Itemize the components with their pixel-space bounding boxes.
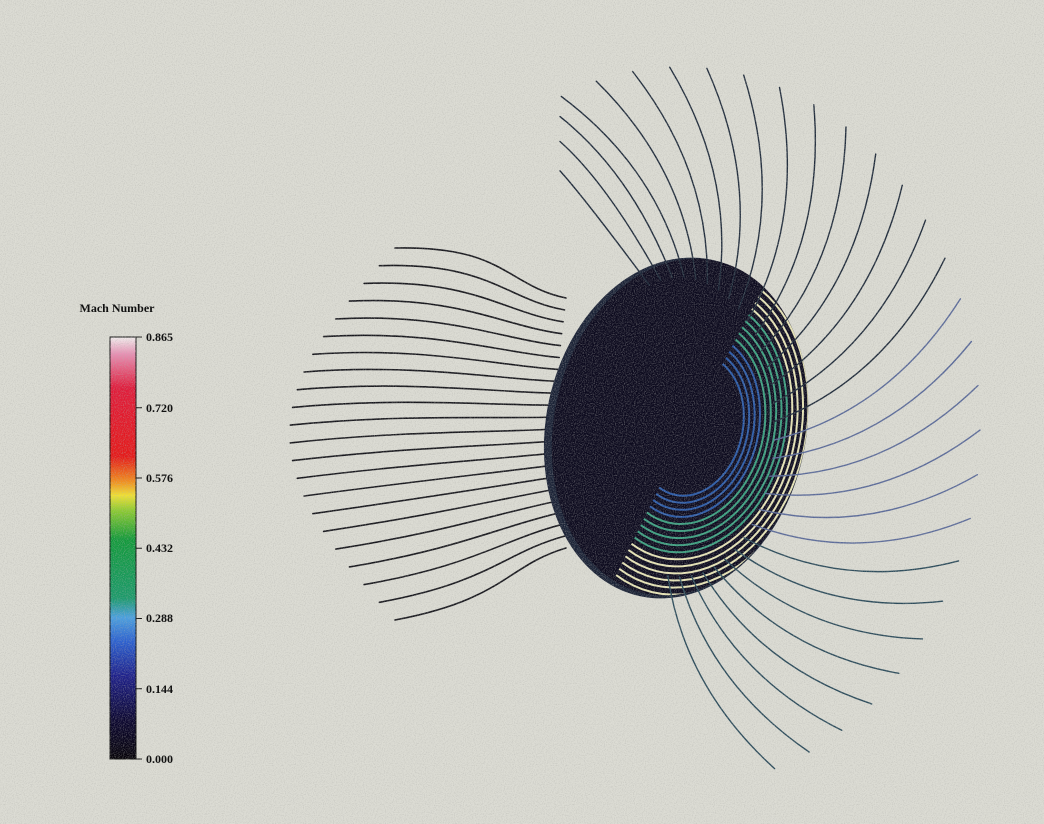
colorbar-tick-label: 0.144 (146, 681, 173, 696)
colorbar-tick-label: 0.720 (146, 400, 173, 415)
colorbar-tick-label: 0.432 (146, 541, 173, 556)
colorbar-tick-label: 0.000 (146, 752, 173, 766)
colorbar-tick-label: 0.288 (146, 611, 173, 626)
colorbar-tick-label: 0.576 (146, 470, 173, 485)
colorbar-tick-label: 0.865 (146, 330, 173, 344)
colorbar-title: Mach Number (79, 301, 155, 315)
